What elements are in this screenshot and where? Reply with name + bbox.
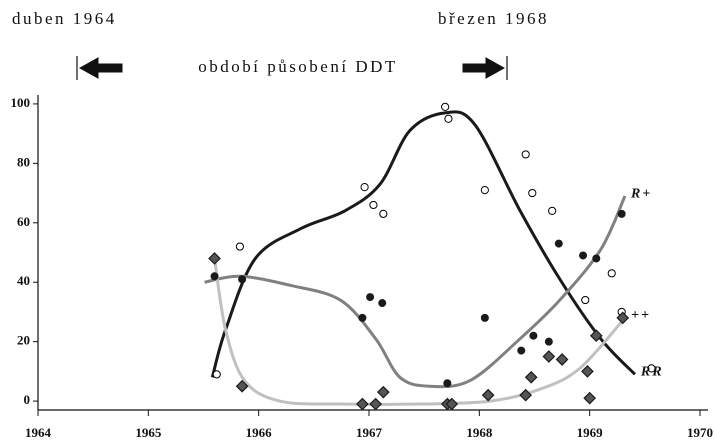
point bbox=[579, 251, 588, 260]
point bbox=[235, 242, 245, 251]
curve-label: R+ bbox=[630, 186, 652, 201]
point bbox=[647, 364, 656, 373]
point bbox=[607, 269, 616, 278]
x-tick-label: 1968 bbox=[466, 425, 493, 440]
x-tick-label: 1964 bbox=[25, 425, 52, 440]
point bbox=[528, 188, 537, 198]
point bbox=[445, 397, 459, 411]
y-tick-label: 80 bbox=[17, 154, 30, 169]
point bbox=[544, 337, 553, 346]
x-tick-label: 1965 bbox=[135, 425, 162, 440]
fit-curve bbox=[204, 195, 627, 389]
point bbox=[379, 209, 388, 218]
point bbox=[548, 206, 557, 215]
y-tick-label: 20 bbox=[17, 333, 30, 348]
curve-label: ++ bbox=[631, 308, 651, 323]
fit-curve bbox=[210, 110, 636, 378]
point bbox=[481, 388, 495, 402]
x-tick-label: 1966 bbox=[246, 425, 273, 440]
point bbox=[208, 252, 221, 265]
point bbox=[441, 102, 450, 111]
point bbox=[238, 275, 247, 284]
point bbox=[581, 295, 590, 305]
point bbox=[360, 183, 369, 192]
point bbox=[480, 313, 489, 322]
x-tick-label: 1967 bbox=[356, 425, 383, 440]
point bbox=[480, 185, 489, 195]
y-tick-label: 60 bbox=[17, 214, 30, 229]
curve-label: RR bbox=[640, 365, 664, 380]
point bbox=[378, 299, 387, 308]
point bbox=[524, 370, 538, 384]
point bbox=[358, 313, 367, 322]
x-tick-label: 1970 bbox=[687, 425, 713, 440]
point bbox=[443, 379, 452, 388]
fit-curve bbox=[213, 258, 627, 406]
point bbox=[517, 346, 526, 355]
end-annotation: březen 1968 bbox=[438, 9, 549, 28]
point bbox=[554, 239, 563, 248]
point bbox=[616, 311, 630, 325]
point bbox=[589, 329, 603, 343]
point bbox=[369, 397, 382, 411]
point bbox=[521, 150, 530, 159]
y-tick-label: 40 bbox=[17, 273, 30, 288]
y-tick-label: 100 bbox=[11, 95, 31, 110]
point bbox=[542, 350, 556, 363]
point bbox=[583, 391, 597, 405]
point bbox=[376, 385, 390, 399]
point bbox=[617, 209, 626, 218]
point bbox=[366, 293, 375, 302]
x-tick-label: 1969 bbox=[577, 425, 604, 440]
point bbox=[210, 272, 219, 281]
point bbox=[356, 397, 369, 411]
point bbox=[519, 388, 533, 402]
point bbox=[369, 200, 378, 210]
y-tick-label: 0 bbox=[24, 392, 31, 407]
point bbox=[555, 353, 569, 366]
point bbox=[212, 370, 221, 379]
point bbox=[235, 379, 249, 393]
period-arrows bbox=[76, 56, 508, 80]
point bbox=[592, 254, 601, 263]
point bbox=[581, 365, 594, 378]
point bbox=[444, 114, 453, 123]
point bbox=[529, 331, 538, 340]
period-annotation: období působení DDT bbox=[198, 57, 398, 76]
start-annotation: duben 1964 bbox=[12, 9, 117, 28]
